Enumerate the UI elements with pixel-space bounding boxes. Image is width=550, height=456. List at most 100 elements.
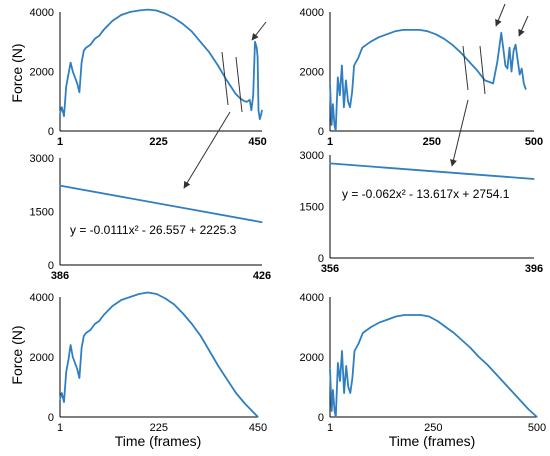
data-point	[353, 64, 355, 67]
data-point	[525, 88, 527, 90]
y-tick-label: 0	[318, 412, 324, 424]
axis-titles: Force (N) Force (N) Time (frames) Time (…	[9, 43, 475, 449]
force-axis-title-bottom: Force (N)	[9, 325, 25, 384]
data-point	[250, 109, 252, 111]
data-point	[208, 51, 210, 53]
data-point	[59, 398, 61, 400]
data-point	[511, 390, 513, 393]
series-line-bottom-right	[329, 314, 538, 418]
data-point	[494, 372, 497, 375]
x-tick-label: 426	[253, 270, 271, 282]
x-tick-label: 1	[57, 136, 63, 148]
data-point	[349, 392, 351, 394]
data-point	[486, 363, 488, 366]
data-point	[191, 323, 193, 325]
x-tick-label: 1	[327, 136, 333, 148]
data-point	[72, 356, 74, 358]
y-tick-label: 2000	[300, 352, 324, 364]
data-point	[410, 29, 412, 31]
data-point	[257, 56, 259, 58]
data-point	[378, 321, 380, 324]
series-line-top-right	[329, 29, 527, 132]
data-point	[74, 76, 76, 78]
y-tick-label: 4000	[300, 292, 324, 304]
data-point	[345, 79, 347, 81]
zoom-arrow-right	[450, 99, 469, 167]
data-point	[120, 14, 122, 16]
data-point	[226, 79, 228, 81]
data-point	[523, 82, 525, 84]
data-point	[347, 100, 349, 102]
data-point	[85, 47, 87, 49]
data-point	[351, 377, 353, 379]
y-tick-label: 0	[318, 126, 324, 138]
data-point	[351, 91, 353, 93]
spike-arrow-right-2	[518, 15, 529, 37]
data-point	[63, 401, 65, 403]
x-tick-label: 386	[51, 270, 69, 282]
data-point	[521, 67, 523, 70]
data-point	[235, 93, 237, 95]
x-tick-label: 1	[327, 422, 333, 434]
data-point	[508, 47, 511, 49]
x-tick-label: 500	[525, 136, 543, 148]
x-tick-label: 1	[57, 422, 63, 434]
data-point	[332, 389, 334, 391]
data-point	[369, 41, 372, 43]
data-point	[78, 91, 80, 93]
x-tick-label: 250	[423, 136, 441, 148]
data-point	[476, 69, 478, 71]
y-tick-label: 3000	[300, 150, 324, 162]
data-point	[427, 30, 429, 32]
data-point	[394, 30, 396, 32]
time-axis-title-left: Time (frames)	[115, 433, 202, 449]
data-point	[492, 82, 494, 84]
data-point	[200, 335, 202, 337]
data-point	[533, 178, 535, 180]
data-point	[445, 326, 447, 328]
data-point	[61, 392, 63, 394]
data-point	[252, 94, 254, 96]
data-point	[370, 326, 372, 328]
data-point	[120, 299, 122, 301]
data-point	[443, 38, 445, 40]
x-tick-label: 450	[248, 136, 266, 148]
data-point	[226, 378, 228, 381]
data-point	[243, 100, 245, 102]
connectors	[183, 3, 529, 189]
data-point	[461, 339, 463, 342]
data-point	[435, 33, 437, 35]
data-point	[335, 416, 337, 418]
data-point	[156, 293, 158, 295]
data-point	[329, 82, 331, 84]
data-point	[111, 20, 113, 22]
data-point	[138, 9, 140, 12]
series-line-top-left	[59, 8, 263, 120]
x-tick-label: 500	[528, 422, 546, 434]
panel-top-left: 4000 2000 01 225 450	[30, 7, 267, 148]
data-point	[78, 377, 80, 379]
x-tick-label: 396	[525, 263, 543, 275]
data-point	[357, 57, 359, 59]
data-point	[517, 59, 519, 61]
panel-top-right: 4000 2000 01 250 500	[300, 7, 544, 148]
zoom-arrow-left	[183, 111, 231, 189]
data-point	[111, 305, 114, 307]
data-point	[129, 11, 131, 13]
data-point	[94, 38, 96, 40]
data-point	[506, 67, 508, 70]
data-point	[246, 101, 248, 103]
data-point	[510, 70, 513, 73]
panel-bottom-right: 4000 2000 01 250 500	[300, 292, 547, 434]
data-point	[347, 386, 349, 388]
data-point	[519, 399, 522, 402]
data-point	[164, 12, 166, 15]
data-point	[89, 44, 91, 46]
x-tick-label: 225	[149, 136, 167, 148]
data-point	[70, 62, 72, 64]
data-point	[199, 41, 201, 43]
data-point	[208, 350, 211, 352]
data-point	[403, 314, 405, 316]
data-point	[244, 402, 246, 405]
